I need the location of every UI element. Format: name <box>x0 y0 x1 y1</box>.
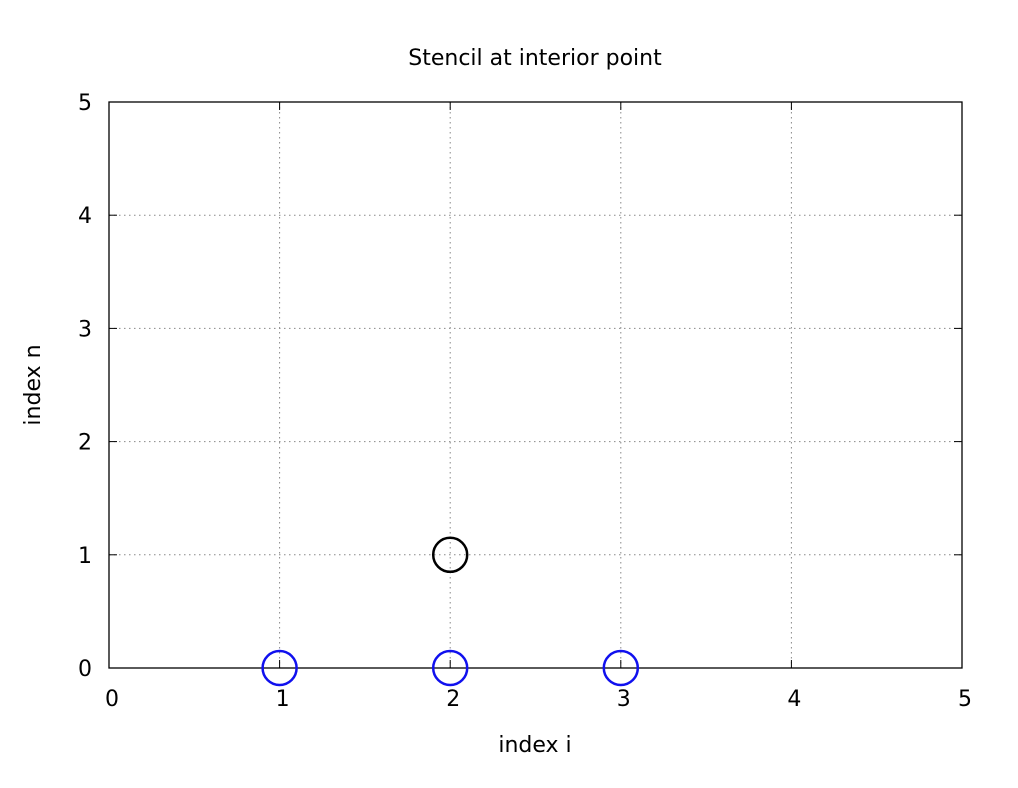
y-tick-label-1: 1 <box>78 544 92 569</box>
point-series0-0 <box>431 536 469 574</box>
y-tick-label-5: 5 <box>78 91 92 116</box>
axis-ticks <box>108 101 963 669</box>
y-tick-label-4: 4 <box>78 204 92 229</box>
y-axis-label: index n <box>21 344 46 425</box>
point-series1-2 <box>602 649 640 687</box>
y-tick-label-2: 2 <box>78 431 92 456</box>
x-axis-label: index i <box>498 733 571 758</box>
data-markers <box>261 536 640 687</box>
y-tick-labels: 0 1 2 3 4 5 <box>78 91 92 682</box>
x-tick-label-5: 5 <box>958 687 972 712</box>
x-tick-label-0: 0 <box>105 687 119 712</box>
y-tick-label-3: 3 <box>78 317 92 342</box>
x-tick-label-3: 3 <box>617 687 631 712</box>
x-tick-labels: 0 1 2 3 4 5 <box>105 687 972 712</box>
y-tick-label-0: 0 <box>78 657 92 682</box>
grid-lines <box>109 102 962 668</box>
x-tick-label-1: 1 <box>276 687 290 712</box>
x-tick-label-2: 2 <box>446 687 460 712</box>
chart-title: Stencil at interior point <box>408 46 662 71</box>
point-series1-1 <box>431 649 469 687</box>
x-tick-label-4: 4 <box>787 687 801 712</box>
point-series1-0 <box>261 649 298 687</box>
plot-frame <box>108 101 963 669</box>
